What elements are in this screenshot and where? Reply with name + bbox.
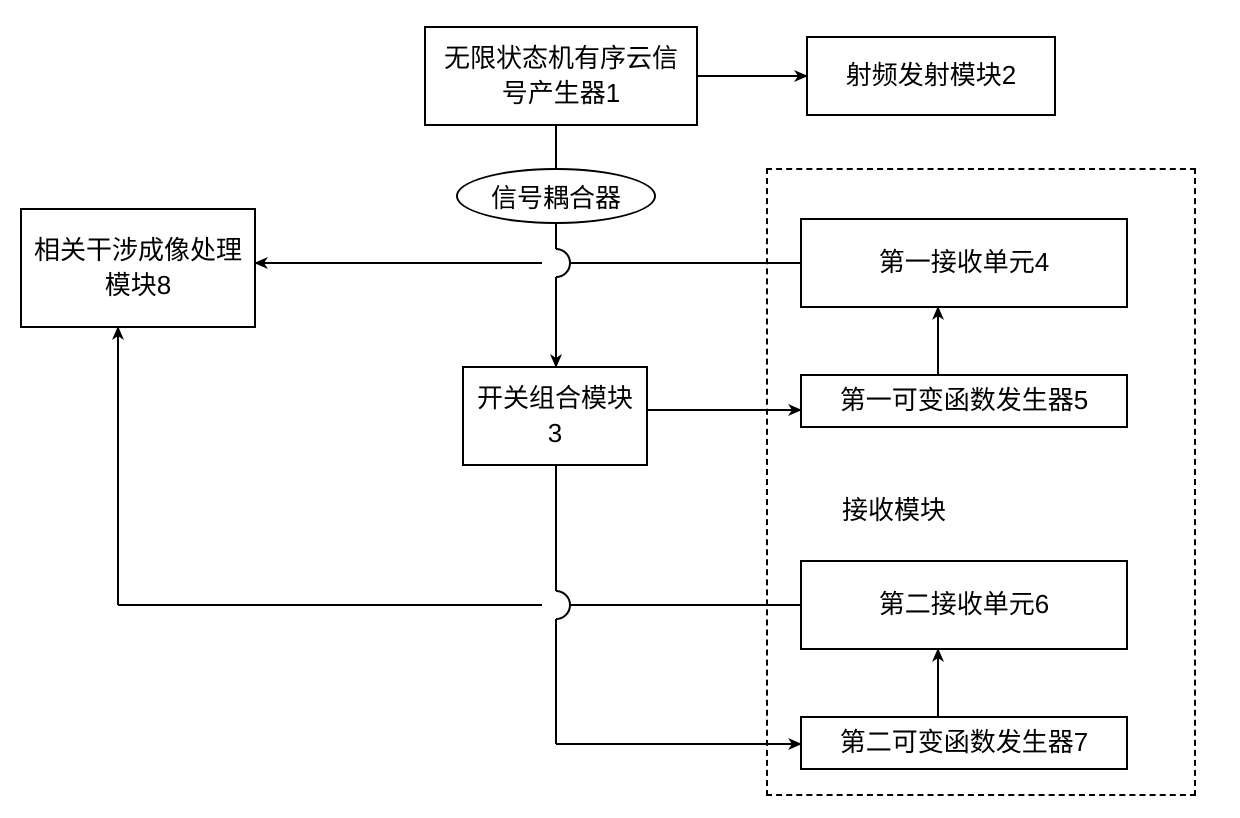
node-label: 第一可变函数发生器5 — [840, 383, 1088, 418]
node-label: 信号耦合器 — [491, 178, 621, 215]
node-label: 无限状态机有序云信号产生器1 — [444, 41, 678, 111]
node-signal-coupler: 信号耦合器 — [456, 168, 656, 224]
node-receive-unit-6: 第二接收单元6 — [800, 560, 1128, 650]
node-variable-fn-gen-7: 第二可变函数发生器7 — [800, 716, 1128, 770]
node-label: 第二接收单元6 — [879, 587, 1049, 622]
node-label: 射频发射模块2 — [846, 58, 1016, 93]
receive-module-label: 接收模块 — [842, 490, 946, 527]
node-variable-fn-gen-5: 第一可变函数发生器5 — [800, 374, 1128, 428]
label-text: 接收模块 — [842, 495, 946, 525]
node-generator-1: 无限状态机有序云信号产生器1 — [424, 26, 698, 126]
node-label: 第二可变函数发生器7 — [840, 725, 1088, 760]
node-imaging-module-8: 相关干涉成像处理模块8 — [20, 208, 256, 328]
node-label: 相关干涉成像处理模块8 — [34, 233, 242, 303]
node-label: 第一接收单元4 — [879, 245, 1049, 280]
node-label: 开关组合模块3 — [477, 381, 633, 451]
node-receive-unit-4: 第一接收单元4 — [800, 218, 1128, 308]
node-rf-transmit-2: 射频发射模块2 — [806, 36, 1056, 116]
node-switch-module-3: 开关组合模块3 — [462, 366, 648, 466]
